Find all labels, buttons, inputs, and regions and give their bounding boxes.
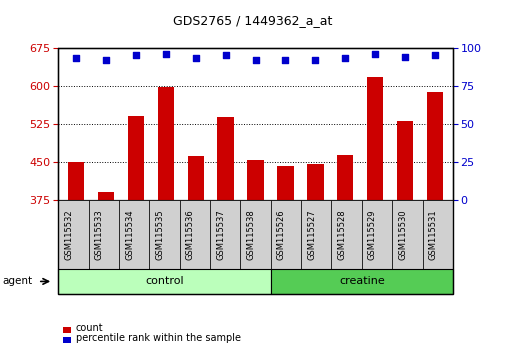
Text: control: control [145, 276, 183, 286]
Text: GSM115528: GSM115528 [337, 209, 346, 260]
Text: GSM115532: GSM115532 [64, 209, 73, 260]
Point [251, 57, 259, 63]
Point [400, 54, 408, 60]
Point [281, 57, 289, 63]
Bar [366, 77, 383, 200]
Point [191, 56, 199, 61]
Text: GSM115535: GSM115535 [155, 209, 164, 260]
Text: agent: agent [3, 276, 33, 286]
Text: GSM115538: GSM115538 [246, 209, 255, 260]
Bar [217, 117, 233, 200]
Text: count: count [76, 323, 104, 333]
Point [370, 51, 378, 57]
Bar [277, 166, 293, 200]
Text: GSM115529: GSM115529 [367, 209, 376, 260]
Bar [187, 156, 204, 200]
Point [430, 53, 438, 58]
Text: GSM115530: GSM115530 [397, 209, 407, 260]
Text: GSM115531: GSM115531 [428, 209, 437, 260]
Point [102, 57, 110, 63]
Bar [336, 155, 353, 200]
Point [340, 56, 348, 61]
Text: GSM115536: GSM115536 [185, 209, 194, 260]
Bar [97, 193, 114, 200]
Text: GSM115527: GSM115527 [307, 209, 316, 260]
Point [132, 53, 140, 58]
Text: GSM115534: GSM115534 [125, 209, 134, 260]
Bar [426, 92, 442, 200]
Point [221, 53, 229, 58]
Text: percentile rank within the sample: percentile rank within the sample [76, 333, 240, 343]
Bar [247, 160, 263, 200]
Text: GSM115533: GSM115533 [94, 209, 104, 260]
Text: creatine: creatine [338, 276, 384, 286]
Text: GSM115537: GSM115537 [216, 209, 225, 260]
Point [311, 57, 319, 63]
Text: GDS2765 / 1449362_a_at: GDS2765 / 1449362_a_at [173, 14, 332, 27]
Bar [396, 121, 413, 200]
Text: GSM115526: GSM115526 [276, 209, 285, 260]
Point [162, 51, 170, 57]
Bar [157, 87, 174, 200]
Bar [127, 116, 144, 200]
Bar [68, 162, 84, 200]
Bar [307, 165, 323, 200]
Point [72, 56, 80, 61]
